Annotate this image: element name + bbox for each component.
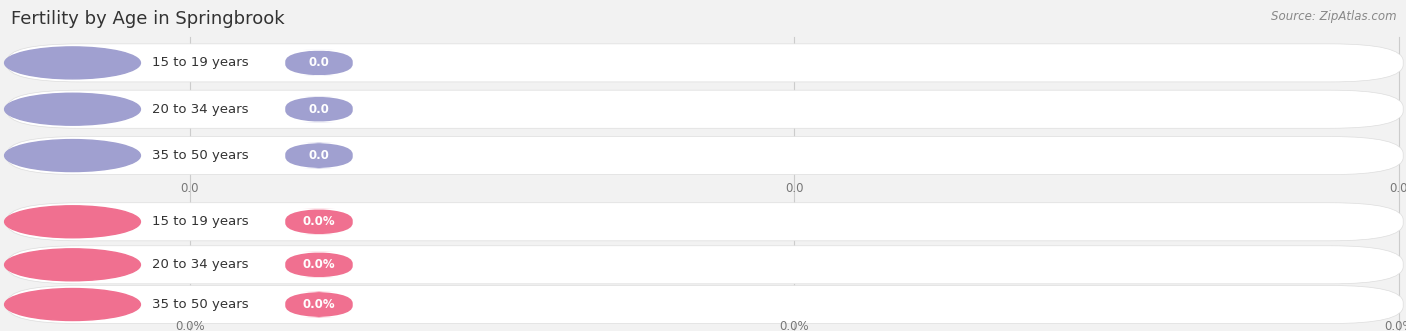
FancyBboxPatch shape xyxy=(285,209,353,235)
Text: 0.0%: 0.0% xyxy=(174,319,205,331)
Text: 0.0: 0.0 xyxy=(785,182,804,195)
Text: 0.0: 0.0 xyxy=(308,149,329,162)
Text: 0.0%: 0.0% xyxy=(302,215,335,228)
Text: 0.0: 0.0 xyxy=(180,182,200,195)
Text: 0.0: 0.0 xyxy=(308,56,329,70)
Text: 0.0: 0.0 xyxy=(308,103,329,116)
FancyBboxPatch shape xyxy=(7,90,1403,128)
FancyBboxPatch shape xyxy=(285,252,353,278)
FancyBboxPatch shape xyxy=(7,136,1403,175)
Circle shape xyxy=(4,289,141,320)
Text: 15 to 19 years: 15 to 19 years xyxy=(152,215,249,228)
Text: 20 to 34 years: 20 to 34 years xyxy=(152,103,249,116)
Text: 0.0%: 0.0% xyxy=(779,319,810,331)
Text: Fertility by Age in Springbrook: Fertility by Age in Springbrook xyxy=(11,10,285,28)
Circle shape xyxy=(4,249,141,281)
Text: 0.0%: 0.0% xyxy=(302,298,335,311)
Text: 15 to 19 years: 15 to 19 years xyxy=(152,56,249,70)
FancyBboxPatch shape xyxy=(7,246,1403,284)
Text: Source: ZipAtlas.com: Source: ZipAtlas.com xyxy=(1271,10,1396,23)
FancyBboxPatch shape xyxy=(285,96,353,122)
FancyBboxPatch shape xyxy=(7,285,1403,324)
Circle shape xyxy=(4,93,141,125)
Circle shape xyxy=(4,206,141,238)
FancyBboxPatch shape xyxy=(285,143,353,168)
Text: 35 to 50 years: 35 to 50 years xyxy=(152,298,249,311)
Text: 0.0%: 0.0% xyxy=(1384,319,1406,331)
Circle shape xyxy=(4,47,141,79)
Circle shape xyxy=(4,140,141,171)
FancyBboxPatch shape xyxy=(285,292,353,317)
FancyBboxPatch shape xyxy=(7,203,1403,241)
Text: 35 to 50 years: 35 to 50 years xyxy=(152,149,249,162)
Text: 0.0: 0.0 xyxy=(1389,182,1406,195)
Text: 20 to 34 years: 20 to 34 years xyxy=(152,258,249,271)
FancyBboxPatch shape xyxy=(285,50,353,76)
FancyBboxPatch shape xyxy=(7,44,1403,82)
Text: 0.0%: 0.0% xyxy=(302,258,335,271)
